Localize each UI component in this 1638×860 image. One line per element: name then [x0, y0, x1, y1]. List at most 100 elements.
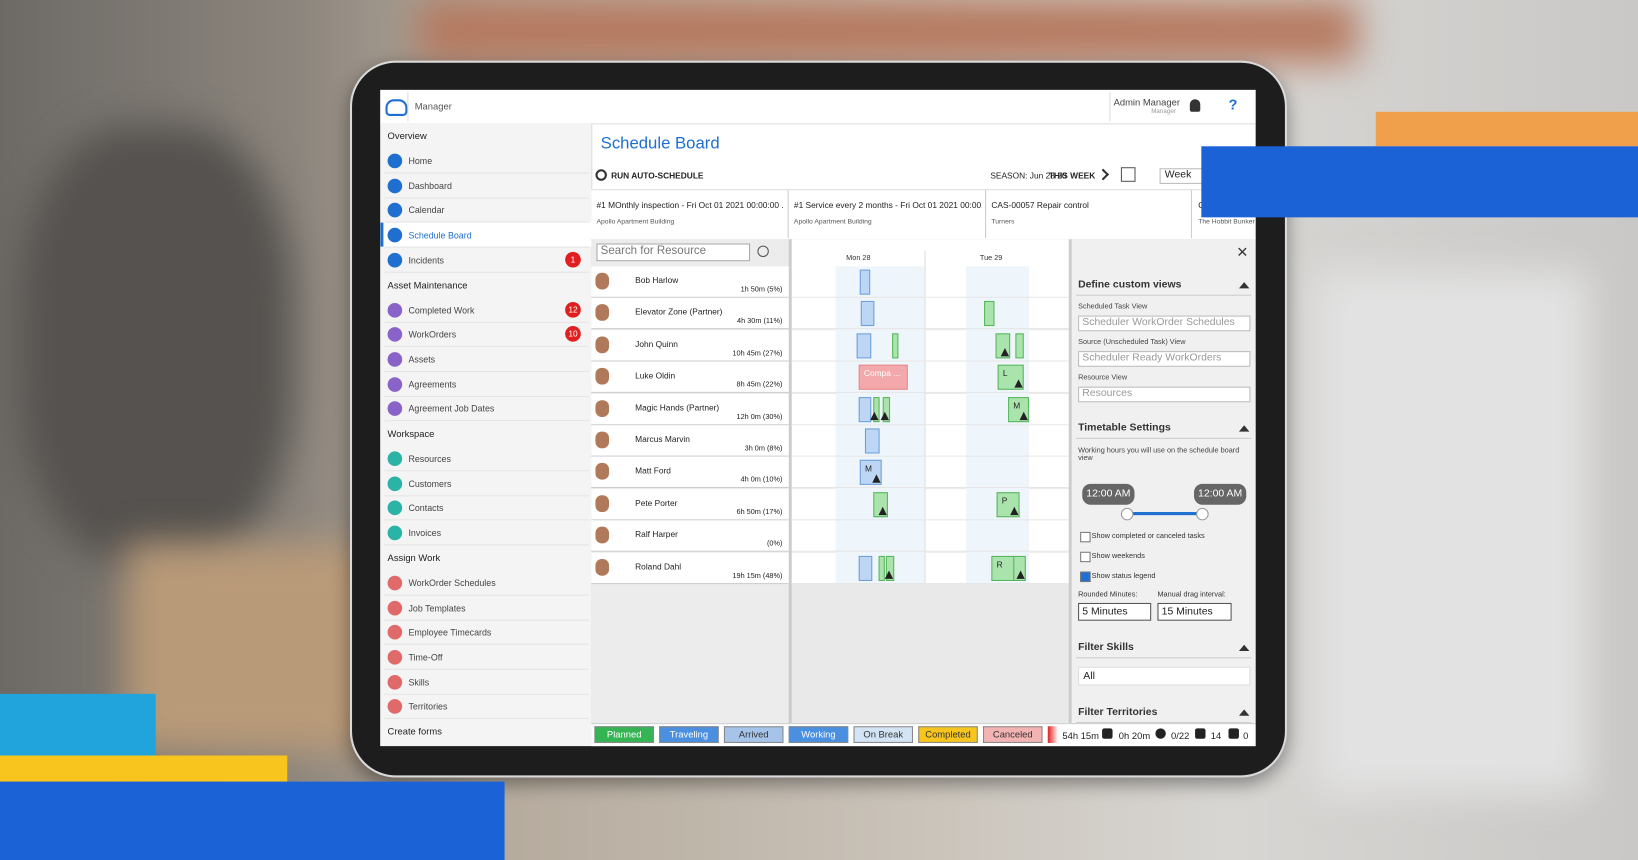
- resource-name[interactable]: Pete Porter: [635, 498, 678, 508]
- user-role: Manager: [1151, 108, 1176, 115]
- row-bg: [791, 266, 836, 298]
- menu-item[interactable]: Invoices: [408, 527, 442, 539]
- schedule-block[interactable]: [858, 555, 873, 581]
- task-card: [986, 190, 1192, 239]
- menu-item[interactable]: Agreement Job Dates: [408, 403, 495, 415]
- resource-row: [591, 393, 789, 425]
- task-title: #1 Service every 2 months - Fri Oct 01 2…: [793, 200, 982, 211]
- menu-item[interactable]: WorkOrder Schedules: [408, 577, 496, 589]
- schedule-block[interactable]: [858, 396, 872, 422]
- drag-select[interactable]: 15 Minutes: [1157, 602, 1232, 621]
- field-select[interactable]: Scheduler WorkOrder Schedules: [1078, 315, 1251, 332]
- slider-handle[interactable]: [1120, 507, 1134, 521]
- checkbox[interactable]: [1080, 551, 1091, 563]
- rounded-select[interactable]: 5 Minutes: [1078, 602, 1152, 621]
- menu-item[interactable]: Employee Timecards: [408, 627, 492, 638]
- resource-name[interactable]: Roland Dahl: [635, 561, 682, 572]
- schedule-block[interactable]: [860, 301, 875, 327]
- avatar: [595, 399, 610, 417]
- skills-input[interactable]: All: [1078, 666, 1251, 686]
- schedule-block[interactable]: [1015, 333, 1024, 359]
- row-line: [791, 455, 1069, 457]
- menu-item[interactable]: Incidents: [408, 254, 445, 266]
- menu-item[interactable]: Schedule Board: [408, 229, 472, 241]
- schedule-block[interactable]: [885, 555, 895, 581]
- menu-item[interactable]: Dashboard: [408, 180, 452, 191]
- schedule-block[interactable]: L: [997, 364, 1024, 390]
- resource-time: 10h 45m (27%): [732, 349, 783, 358]
- resource-name[interactable]: Matt Ford: [635, 466, 671, 476]
- menu-item[interactable]: Completed Work: [408, 304, 475, 316]
- row-bg: [1028, 298, 1069, 330]
- resource-name[interactable]: Magic Hands (Partner): [635, 402, 720, 413]
- user-icon[interactable]: [1189, 99, 1201, 112]
- menu-item[interactable]: Calendar: [408, 205, 445, 216]
- avatar: [595, 431, 610, 449]
- search-box[interactable]: Search for Resource: [596, 243, 751, 262]
- menu-icon: [387, 476, 403, 491]
- schedule-block[interactable]: [864, 428, 880, 454]
- status-chip: Working: [788, 726, 849, 743]
- schedule-block[interactable]: [856, 333, 872, 359]
- resource-name[interactable]: Bob Harlow: [635, 275, 679, 286]
- slider-handle[interactable]: [1196, 507, 1209, 521]
- resource-row: [591, 488, 789, 521]
- schedule-block[interactable]: R: [991, 555, 1015, 581]
- menu-item[interactable]: Job Templates: [408, 602, 466, 613]
- panel-section-title: Filter Skills: [1078, 641, 1134, 654]
- menu-item[interactable]: Assets: [408, 354, 436, 365]
- menu-item[interactable]: Resources: [408, 453, 451, 464]
- schedule-block[interactable]: Compa ...: [858, 364, 908, 390]
- menu-item[interactable]: Time-Off: [408, 651, 443, 663]
- resource-name[interactable]: Marcus Marvin: [635, 434, 690, 445]
- menu-icon: [387, 699, 403, 715]
- row-line: [791, 519, 1069, 521]
- menu-item[interactable]: Customers: [408, 478, 452, 489]
- row-bg: [925, 457, 967, 489]
- resource-name[interactable]: Elevator Zone (Partner): [635, 307, 723, 318]
- row-bg: [925, 520, 967, 552]
- row-bg: [791, 329, 836, 362]
- menu-item[interactable]: Agreements: [408, 378, 457, 390]
- resource-name[interactable]: Luke Oldin: [635, 371, 676, 381]
- stat-value: 14: [1210, 730, 1222, 741]
- schedule-block[interactable]: [882, 396, 891, 422]
- avatar: [595, 304, 610, 322]
- panel-section-title: Define custom views: [1078, 279, 1182, 291]
- menu-item[interactable]: WorkOrders: [408, 329, 457, 340]
- menu-separator: [384, 594, 590, 596]
- checkbox[interactable]: [1080, 571, 1091, 583]
- auto-schedule[interactable]: RUN AUTO-SCHEDULE: [611, 171, 704, 181]
- schedule-block[interactable]: [873, 396, 880, 422]
- schedule-block[interactable]: [859, 269, 871, 295]
- auto-icon: [595, 169, 607, 181]
- badge: 1: [565, 251, 581, 268]
- menu-separator: [384, 321, 590, 323]
- row-bg: [1028, 266, 1069, 298]
- deco-orange: [1375, 111, 1638, 147]
- resource-time: 3h 0m (8%): [744, 445, 783, 453]
- panel-rule: [1075, 437, 1252, 439]
- field-select[interactable]: Resources: [1078, 386, 1251, 403]
- resource-time: 12h 0m (30%): [736, 413, 783, 421]
- help-button[interactable]: ?: [1228, 96, 1238, 113]
- schedule-block[interactable]: [892, 333, 899, 359]
- avatar: [595, 463, 610, 481]
- selected-item: [380, 222, 595, 247]
- sidebar-section: Create forms: [387, 726, 442, 737]
- stat-icon: [1102, 728, 1113, 739]
- menu-item[interactable]: Territories: [408, 701, 448, 712]
- checkbox[interactable]: [1080, 531, 1091, 543]
- collapse-icon: [1238, 425, 1250, 432]
- menu-item[interactable]: Skills: [408, 676, 430, 688]
- menu-item[interactable]: Home: [408, 155, 433, 167]
- menu-item[interactable]: Contacts: [408, 503, 444, 514]
- resource-name[interactable]: John Quinn: [635, 339, 678, 349]
- field-select[interactable]: Scheduler Ready WorkOrders: [1078, 351, 1251, 367]
- resource-name[interactable]: Ralf Harper: [635, 529, 678, 540]
- schedule-block[interactable]: [984, 301, 995, 327]
- stat-value: 0/22: [1171, 730, 1190, 741]
- menu-separator: [384, 519, 590, 521]
- sidebar-section: Assign Work: [387, 552, 441, 564]
- schedule-block[interactable]: [878, 555, 885, 581]
